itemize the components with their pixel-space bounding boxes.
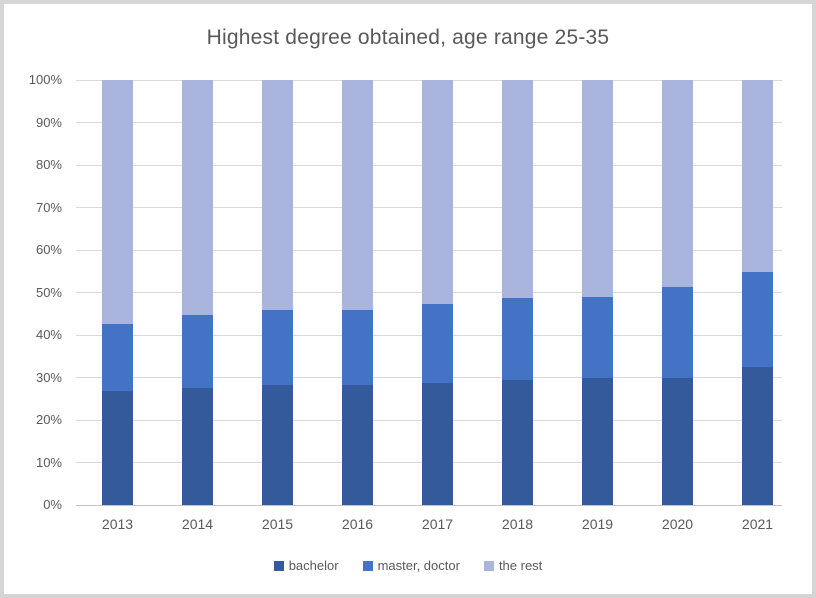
legend-label: master, doctor xyxy=(377,558,460,573)
bar-segment-master-doctor xyxy=(662,286,693,378)
legend-item-master-doctor: master, doctor xyxy=(362,558,460,573)
bar-2015 xyxy=(262,80,293,505)
bar-segment-the-rest xyxy=(582,80,613,298)
bar-segment-master-doctor xyxy=(502,298,533,381)
bar-segment-the-rest xyxy=(742,80,773,273)
bar-segment-the-rest xyxy=(502,80,533,299)
x-axis-label-2017: 2017 xyxy=(421,516,454,532)
x-axis-label-2019: 2019 xyxy=(581,516,614,532)
bar-segment-the-rest xyxy=(102,80,133,325)
bar-2018 xyxy=(502,80,533,505)
x-axis-label-2018: 2018 xyxy=(501,516,534,532)
legend-swatch xyxy=(483,560,494,571)
plot-area xyxy=(76,79,782,506)
bar-segment-master-doctor xyxy=(182,315,213,388)
bar-2013 xyxy=(102,80,133,505)
bar-2017 xyxy=(422,80,453,505)
legend-label: bachelor xyxy=(288,558,339,573)
y-axis-tick-label: 100% xyxy=(28,72,62,87)
x-axis-label-2013: 2013 xyxy=(101,516,134,532)
y-axis-tick-label: 10% xyxy=(35,454,62,470)
legend-label: the rest xyxy=(498,558,543,573)
y-axis-tick-label: 40% xyxy=(35,327,62,342)
bar-segment-the-rest xyxy=(182,80,213,316)
bar-segment-the-rest xyxy=(262,80,293,311)
bar-segment-bachelor xyxy=(582,378,613,505)
bar-segment-bachelor xyxy=(742,366,773,505)
bar-segment-master-doctor xyxy=(422,304,453,384)
bar-2016 xyxy=(342,80,373,505)
bar-segment-the-rest xyxy=(662,80,693,287)
bar-segment-bachelor xyxy=(102,390,133,505)
y-axis-tick-label: 50% xyxy=(35,284,62,300)
bar-segment-the-rest xyxy=(422,80,453,305)
x-axis-label-2015: 2015 xyxy=(261,516,294,532)
y-axis-tick-label: 90% xyxy=(35,114,62,130)
legend-swatch xyxy=(362,560,373,571)
bar-2014 xyxy=(182,80,213,505)
bar-segment-bachelor xyxy=(342,384,373,505)
y-axis-tick-label: 80% xyxy=(35,157,62,172)
bar-segment-bachelor xyxy=(502,380,533,505)
bar-2021 xyxy=(742,80,773,505)
x-axis-label-2016: 2016 xyxy=(341,516,374,532)
y-axis-tick-label: 20% xyxy=(35,412,62,427)
y-axis-tick-label: 70% xyxy=(35,199,62,215)
bar-segment-bachelor xyxy=(422,383,453,505)
y-axis-tick-label: 30% xyxy=(35,369,62,385)
bar-segment-bachelor xyxy=(262,385,293,505)
bar-segment-the-rest xyxy=(342,80,373,311)
y-axis-tick-label: 60% xyxy=(35,242,62,257)
chart-legend: bachelor master, doctor the rest xyxy=(4,558,812,573)
x-axis-line xyxy=(76,504,782,506)
legend-item-the-rest: the rest xyxy=(483,558,543,573)
x-axis-label-2021: 2021 xyxy=(741,516,774,532)
x-axis-label-2020: 2020 xyxy=(661,516,694,532)
legend-item-bachelor: bachelor xyxy=(273,558,339,573)
bar-segment-bachelor xyxy=(662,377,693,505)
legend-swatch xyxy=(273,560,284,571)
bar-2020 xyxy=(662,80,693,505)
bar-segment-master-doctor xyxy=(742,272,773,367)
bar-segment-master-doctor xyxy=(262,310,293,386)
bar-segment-master-doctor xyxy=(102,324,133,391)
y-axis-tick-label: 0% xyxy=(43,497,62,512)
bar-2019 xyxy=(582,80,613,505)
chart-title: Highest degree obtained, age range 25-35 xyxy=(206,26,610,49)
gridline xyxy=(76,79,782,81)
bar-segment-master-doctor xyxy=(582,297,613,379)
bar-segment-bachelor xyxy=(182,387,213,505)
bar-segment-master-doctor xyxy=(342,310,373,385)
x-axis-label-2014: 2014 xyxy=(181,516,214,532)
